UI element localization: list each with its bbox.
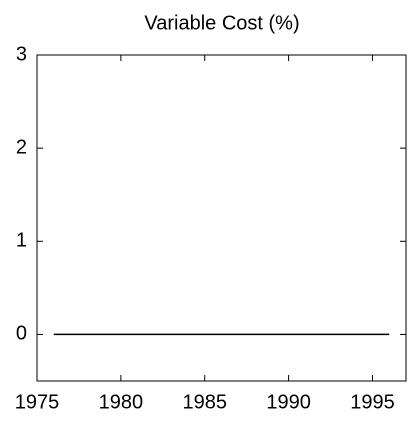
y-tick-label: 2 — [16, 136, 27, 158]
y-tick-label: 3 — [16, 43, 27, 65]
y-tick-label: 1 — [16, 230, 27, 252]
chart-title: Variable Cost (%) — [144, 12, 299, 34]
x-tick-label: 1990 — [266, 391, 311, 413]
x-tick-label: 1980 — [99, 391, 144, 413]
x-tick-label: 1985 — [182, 391, 227, 413]
x-tick-label: 1995 — [350, 391, 395, 413]
y-tick-label: 0 — [16, 323, 27, 345]
axes-box — [36, 54, 407, 382]
x-tick-label: 1975 — [15, 391, 60, 413]
